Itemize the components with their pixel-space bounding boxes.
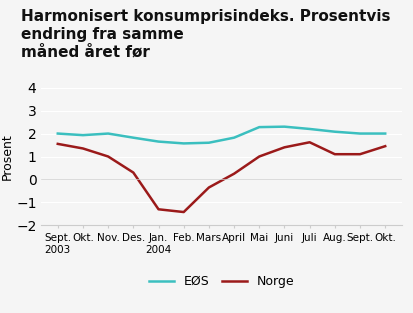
Norge (231, 172, 236, 176)
Norge (281, 146, 286, 149)
Norge (80, 146, 85, 150)
Norge (131, 171, 135, 174)
Norge (332, 152, 337, 156)
EØS (156, 140, 161, 143)
EØS (382, 132, 387, 136)
EØS (55, 132, 60, 136)
Norge (181, 210, 186, 214)
EØS (181, 141, 186, 145)
EØS (131, 136, 135, 140)
EØS (357, 132, 362, 136)
Norge (55, 142, 60, 146)
Legend: EØS, Norge: EØS, Norge (143, 270, 299, 293)
EØS (332, 130, 337, 134)
Norge (382, 144, 387, 148)
Norge (306, 141, 311, 144)
EØS (105, 132, 110, 136)
Norge (206, 186, 211, 189)
Text: Harmonisert konsumprisindeks. Prosentvis endring fra samme
måned året før: Harmonisert konsumprisindeks. Prosentvis… (21, 9, 389, 59)
Line: Norge: Norge (58, 142, 384, 212)
Norge (105, 155, 110, 158)
EØS (206, 141, 211, 145)
Line: EØS: EØS (58, 127, 384, 143)
Norge (357, 152, 362, 156)
EØS (306, 127, 311, 131)
Norge (156, 208, 161, 211)
Y-axis label: Prosent: Prosent (0, 133, 13, 180)
EØS (281, 125, 286, 129)
EØS (231, 136, 236, 140)
Norge (256, 155, 261, 158)
EØS (256, 125, 261, 129)
EØS (80, 133, 85, 137)
